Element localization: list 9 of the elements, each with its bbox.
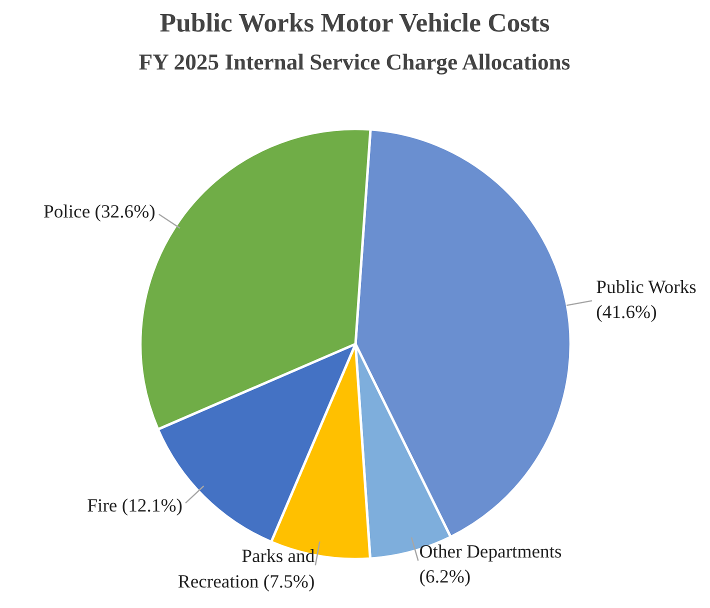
chart-title: Public Works Motor Vehicle Costs	[160, 8, 550, 38]
data-label: (41.6%)	[596, 302, 657, 324]
chart-subtitle: FY 2025 Internal Service Charge Allocations	[138, 50, 570, 74]
slice-label: Police (32.6%)	[43, 201, 156, 222]
slice-label: Parks and Recreation (7.5%)	[178, 546, 316, 592]
data-label: (6.2%)	[419, 566, 471, 588]
slice-label: Fire (12.1%)	[87, 495, 183, 516]
slice-label: Public Works	[596, 276, 696, 298]
slice-label: Other Departments	[419, 541, 562, 562]
